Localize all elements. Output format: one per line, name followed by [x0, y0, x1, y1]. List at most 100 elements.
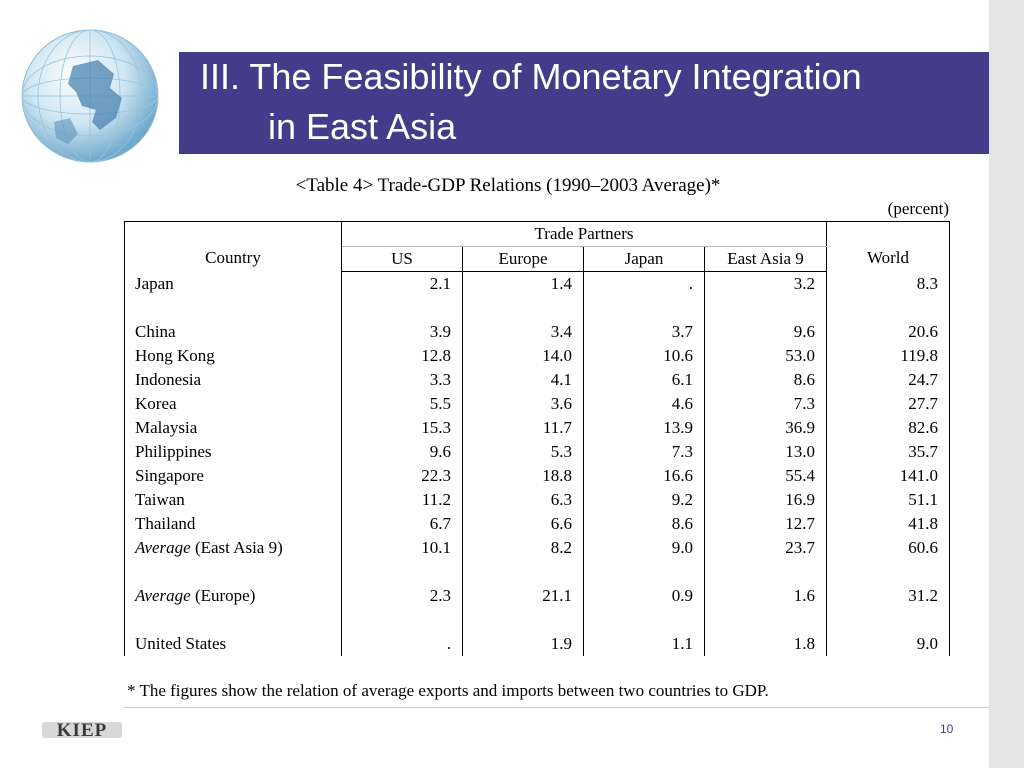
- cell-us: 12.8: [341, 344, 463, 368]
- cell-east-asia-9: 23.7: [704, 536, 827, 560]
- cell-europe: 5.3: [462, 440, 584, 464]
- partner-header-east-asia-9: East Asia 9: [704, 246, 827, 272]
- cell-east-asia-9: 13.0: [704, 440, 827, 464]
- cell-us: 15.3: [341, 416, 463, 440]
- cell-world: 27.7: [826, 392, 950, 416]
- row-label: Philippines: [124, 440, 342, 464]
- slide-title-line2: in East Asia: [268, 106, 457, 147]
- cell-europe: 4.1: [462, 368, 584, 392]
- cell-japan: 1.1: [583, 632, 705, 656]
- cell-world: 41.8: [826, 512, 950, 536]
- cell-world: 141.0: [826, 464, 950, 488]
- row-label-rest: (East Asia 9): [190, 538, 283, 557]
- table-row: Malaysia 15.3 11.7 13.9 36.9 82.6: [124, 416, 950, 440]
- cell-east-asia-9: 55.4: [704, 464, 827, 488]
- footer-divider: [124, 707, 989, 708]
- cell-east-asia-9: 7.3: [704, 392, 827, 416]
- spacer-row: [124, 560, 950, 584]
- row-label: Malaysia: [124, 416, 342, 440]
- cell-japan: 13.9: [583, 416, 705, 440]
- cell-europe: 6.6: [462, 512, 584, 536]
- cell-world: 82.6: [826, 416, 950, 440]
- table-row: Average (East Asia 9) 10.1 8.2 9.0 23.7 …: [124, 536, 950, 560]
- row-label: Korea: [124, 392, 342, 416]
- cell-us: 3.9: [341, 320, 463, 344]
- row-label: United States: [124, 632, 342, 656]
- spacer-row: [124, 296, 950, 320]
- cell-world: 31.2: [826, 584, 950, 608]
- table-row: Taiwan 11.2 6.3 9.2 16.9 51.1: [124, 488, 950, 512]
- spacer-row: [124, 608, 950, 632]
- table-row: China 3.9 3.4 3.7 9.6 20.6: [124, 320, 950, 344]
- row-label-italic: Average: [135, 586, 191, 605]
- right-margin-strip: [989, 0, 1024, 768]
- partner-header-japan: Japan: [583, 246, 705, 272]
- table-row: United States . 1.9 1.1 1.8 9.0: [124, 632, 950, 656]
- table-row: Philippines 9.6 5.3 7.3 13.0 35.7: [124, 440, 950, 464]
- cell-us: 3.3: [341, 368, 463, 392]
- cell-europe: 1.4: [462, 271, 584, 296]
- cell-us: 10.1: [341, 536, 463, 560]
- table-row: Indonesia 3.3 4.1 6.1 8.6 24.7: [124, 368, 950, 392]
- table-row: Average (Europe) 2.3 21.1 0.9 1.6 31.2: [124, 584, 950, 608]
- cell-world: 24.7: [826, 368, 950, 392]
- row-label: Singapore: [124, 464, 342, 488]
- cell-japan: 7.3: [583, 440, 705, 464]
- cell-east-asia-9: 1.6: [704, 584, 827, 608]
- cell-east-asia-9: 1.8: [704, 632, 827, 656]
- cell-japan: 6.1: [583, 368, 705, 392]
- cell-europe: 11.7: [462, 416, 584, 440]
- cell-east-asia-9: 36.9: [704, 416, 827, 440]
- cell-europe: 14.0: [462, 344, 584, 368]
- cell-europe: 21.1: [462, 584, 584, 608]
- title-bar: III. The Feasibility of Monetary Integra…: [179, 52, 989, 154]
- cell-world: 9.0: [826, 632, 950, 656]
- row-label-italic: Average: [135, 538, 191, 557]
- cell-us: 11.2: [341, 488, 463, 512]
- partner-header-europe: Europe: [462, 246, 584, 272]
- trade-partners-header: Trade Partners: [341, 221, 827, 247]
- cell-japan: 9.0: [583, 536, 705, 560]
- row-label: Hong Kong: [124, 344, 342, 368]
- cell-japan: 9.2: [583, 488, 705, 512]
- cell-europe: 6.3: [462, 488, 584, 512]
- cell-world: 20.6: [826, 320, 950, 344]
- logo-text: KIEP: [57, 720, 107, 741]
- cell-world: 60.6: [826, 536, 950, 560]
- table-row: Japan 2.1 1.4 . 3.2 8.3: [124, 271, 950, 296]
- cell-us: 2.3: [341, 584, 463, 608]
- cell-us: 2.1: [341, 271, 463, 296]
- cell-east-asia-9: 3.2: [704, 271, 827, 296]
- cell-world: 35.7: [826, 440, 950, 464]
- world-header: World: [826, 221, 950, 272]
- cell-world: 51.1: [826, 488, 950, 512]
- page-number: 10: [940, 722, 954, 736]
- cell-east-asia-9: 12.7: [704, 512, 827, 536]
- globe-icon: [21, 29, 159, 163]
- table-row: Thailand 6.7 6.6 8.6 12.7 41.8: [124, 512, 950, 536]
- cell-east-asia-9: 8.6: [704, 368, 827, 392]
- cell-japan: 16.6: [583, 464, 705, 488]
- table-footnote: * The figures show the relation of avera…: [127, 681, 769, 700]
- cell-us: 6.7: [341, 512, 463, 536]
- row-label-rest: (Europe): [190, 586, 256, 605]
- cell-world: 119.8: [826, 344, 950, 368]
- cell-japan: 4.6: [583, 392, 705, 416]
- cell-japan: 0.9: [583, 584, 705, 608]
- row-label: Japan: [124, 271, 342, 296]
- cell-japan: 3.7: [583, 320, 705, 344]
- cell-east-asia-9: 16.9: [704, 488, 827, 512]
- unit-label: (percent): [887, 199, 949, 218]
- cell-east-asia-9: 9.6: [704, 320, 827, 344]
- cell-us: .: [341, 632, 463, 656]
- cell-japan: .: [583, 271, 705, 296]
- table-row: Singapore 22.3 18.8 16.6 55.4 141.0: [124, 464, 950, 488]
- kiep-logo: KIEP: [42, 720, 122, 741]
- table-row: Korea 5.5 3.6 4.6 7.3 27.7: [124, 392, 950, 416]
- table-caption: <Table 4> Trade-GDP Relations (1990–2003…: [295, 175, 721, 196]
- cell-europe: 3.6: [462, 392, 584, 416]
- cell-us: 22.3: [341, 464, 463, 488]
- cell-japan: 10.6: [583, 344, 705, 368]
- slide-title-line1: III. The Feasibility of Monetary Integra…: [200, 56, 862, 97]
- trade-gdp-table: Country Trade Partners World US Europe J…: [124, 221, 950, 656]
